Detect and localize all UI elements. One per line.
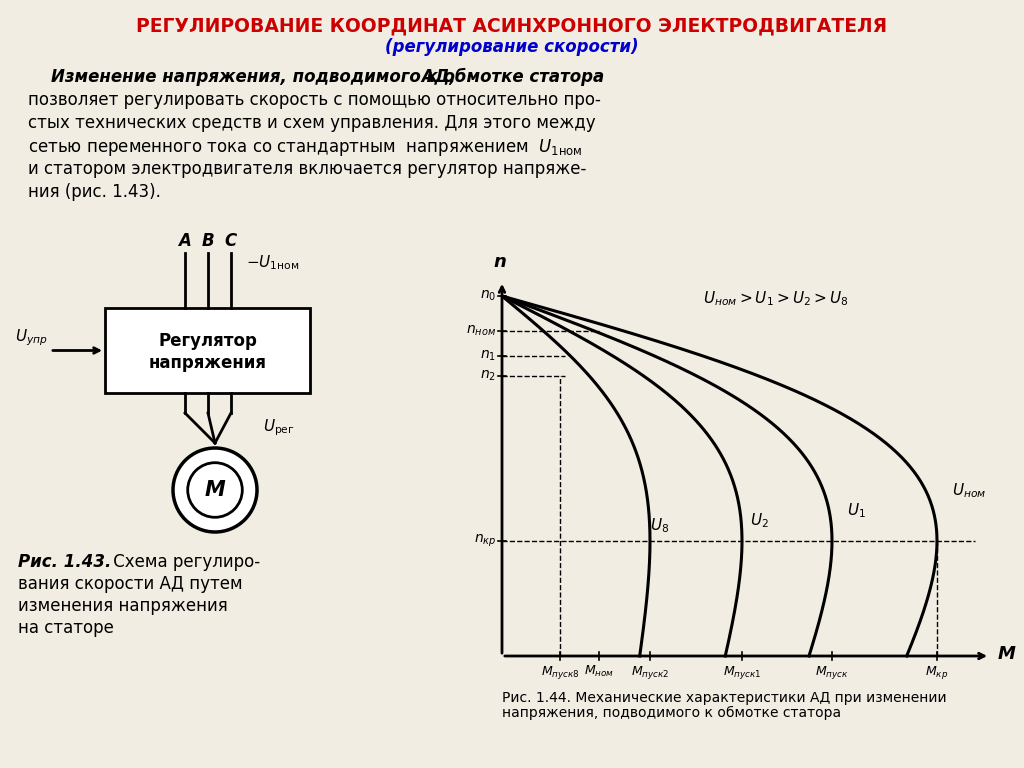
Text: B: B <box>202 232 214 250</box>
Text: $M_{кр}$: $M_{кр}$ <box>926 664 948 681</box>
Text: $M_{пуск1}$: $M_{пуск1}$ <box>723 664 761 681</box>
Text: $n_{ном}$: $n_{ном}$ <box>466 324 496 338</box>
Text: n: n <box>494 253 507 271</box>
Text: Рис. 1.44. Механические характеристики АД при изменении: Рис. 1.44. Механические характеристики А… <box>502 691 946 705</box>
Text: M: M <box>998 645 1016 663</box>
Text: и статором электродвигателя включается регулятор напряже-: и статором электродвигателя включается р… <box>28 160 587 178</box>
Text: $M_{пуск2}$: $M_{пуск2}$ <box>631 664 670 681</box>
Text: $M_{ном}$: $M_{ном}$ <box>584 664 614 679</box>
Text: $U_{\mathrm{рег}}$: $U_{\mathrm{рег}}$ <box>263 418 295 439</box>
Text: Схема регулиро-: Схема регулиро- <box>108 553 260 571</box>
Text: АД,: АД, <box>416 68 456 86</box>
Text: C: C <box>225 232 238 250</box>
Text: $n_0$: $n_0$ <box>479 289 496 303</box>
Text: $U_1$: $U_1$ <box>847 502 866 521</box>
Text: позволяет регулировать скорость с помощью относительно про-: позволяет регулировать скорость с помощь… <box>28 91 601 109</box>
Text: $U_{упр}$: $U_{упр}$ <box>15 327 48 347</box>
Text: стых технических средств и схем управления. Для этого между: стых технических средств и схем управлен… <box>28 114 596 132</box>
Text: на статоре: на статоре <box>18 619 114 637</box>
Text: напряжения: напряжения <box>148 353 266 372</box>
Text: (регулирование скорости): (регулирование скорости) <box>385 38 639 56</box>
Text: A: A <box>178 232 191 250</box>
Text: изменения напряжения: изменения напряжения <box>18 597 227 615</box>
Bar <box>105 308 310 393</box>
Text: $U_2$: $U_2$ <box>750 511 769 531</box>
Text: РЕГУЛИРОВАНИЕ КООРДИНАТ АСИНХРОННОГО ЭЛЕКТРОДВИГАТЕЛЯ: РЕГУЛИРОВАНИЕ КООРДИНАТ АСИНХРОННОГО ЭЛЕ… <box>136 16 888 35</box>
Text: М: М <box>205 480 225 500</box>
Text: $n_2$: $n_2$ <box>480 369 496 383</box>
Text: напряжения, подводимого к обмотке статора: напряжения, подводимого к обмотке статор… <box>502 706 841 720</box>
Text: $U_8$: $U_8$ <box>650 517 669 535</box>
Text: $M_{пуск}$: $M_{пуск}$ <box>815 664 849 681</box>
Text: $U_{ном}>U_1>U_2>U_8$: $U_{ном}>U_1>U_2>U_8$ <box>703 289 849 308</box>
Text: $-U_{1\mathrm{ном}}$: $-U_{1\mathrm{ном}}$ <box>246 253 299 273</box>
Text: $M_{пуск8}$: $M_{пуск8}$ <box>541 664 580 681</box>
Text: сетью переменного тока со стандартным  напряжением  $U_{1\mathrm{ном}}$: сетью переменного тока со стандартным на… <box>28 137 583 158</box>
Text: вания скорости АД путем: вания скорости АД путем <box>18 575 243 593</box>
Text: $U_{ном}$: $U_{ном}$ <box>952 482 986 500</box>
Text: Изменение напряжения, подводимого к обмотке статора: Изменение напряжения, подводимого к обмо… <box>28 68 604 86</box>
Text: $n_{кр}$: $n_{кр}$ <box>473 533 496 549</box>
Text: Регулятор: Регулятор <box>158 332 257 349</box>
Circle shape <box>187 462 243 518</box>
Text: ния (рис. 1.43).: ния (рис. 1.43). <box>28 183 161 201</box>
Text: $n_1$: $n_1$ <box>480 349 496 363</box>
Circle shape <box>173 448 257 532</box>
Text: Рис. 1.43.: Рис. 1.43. <box>18 553 112 571</box>
